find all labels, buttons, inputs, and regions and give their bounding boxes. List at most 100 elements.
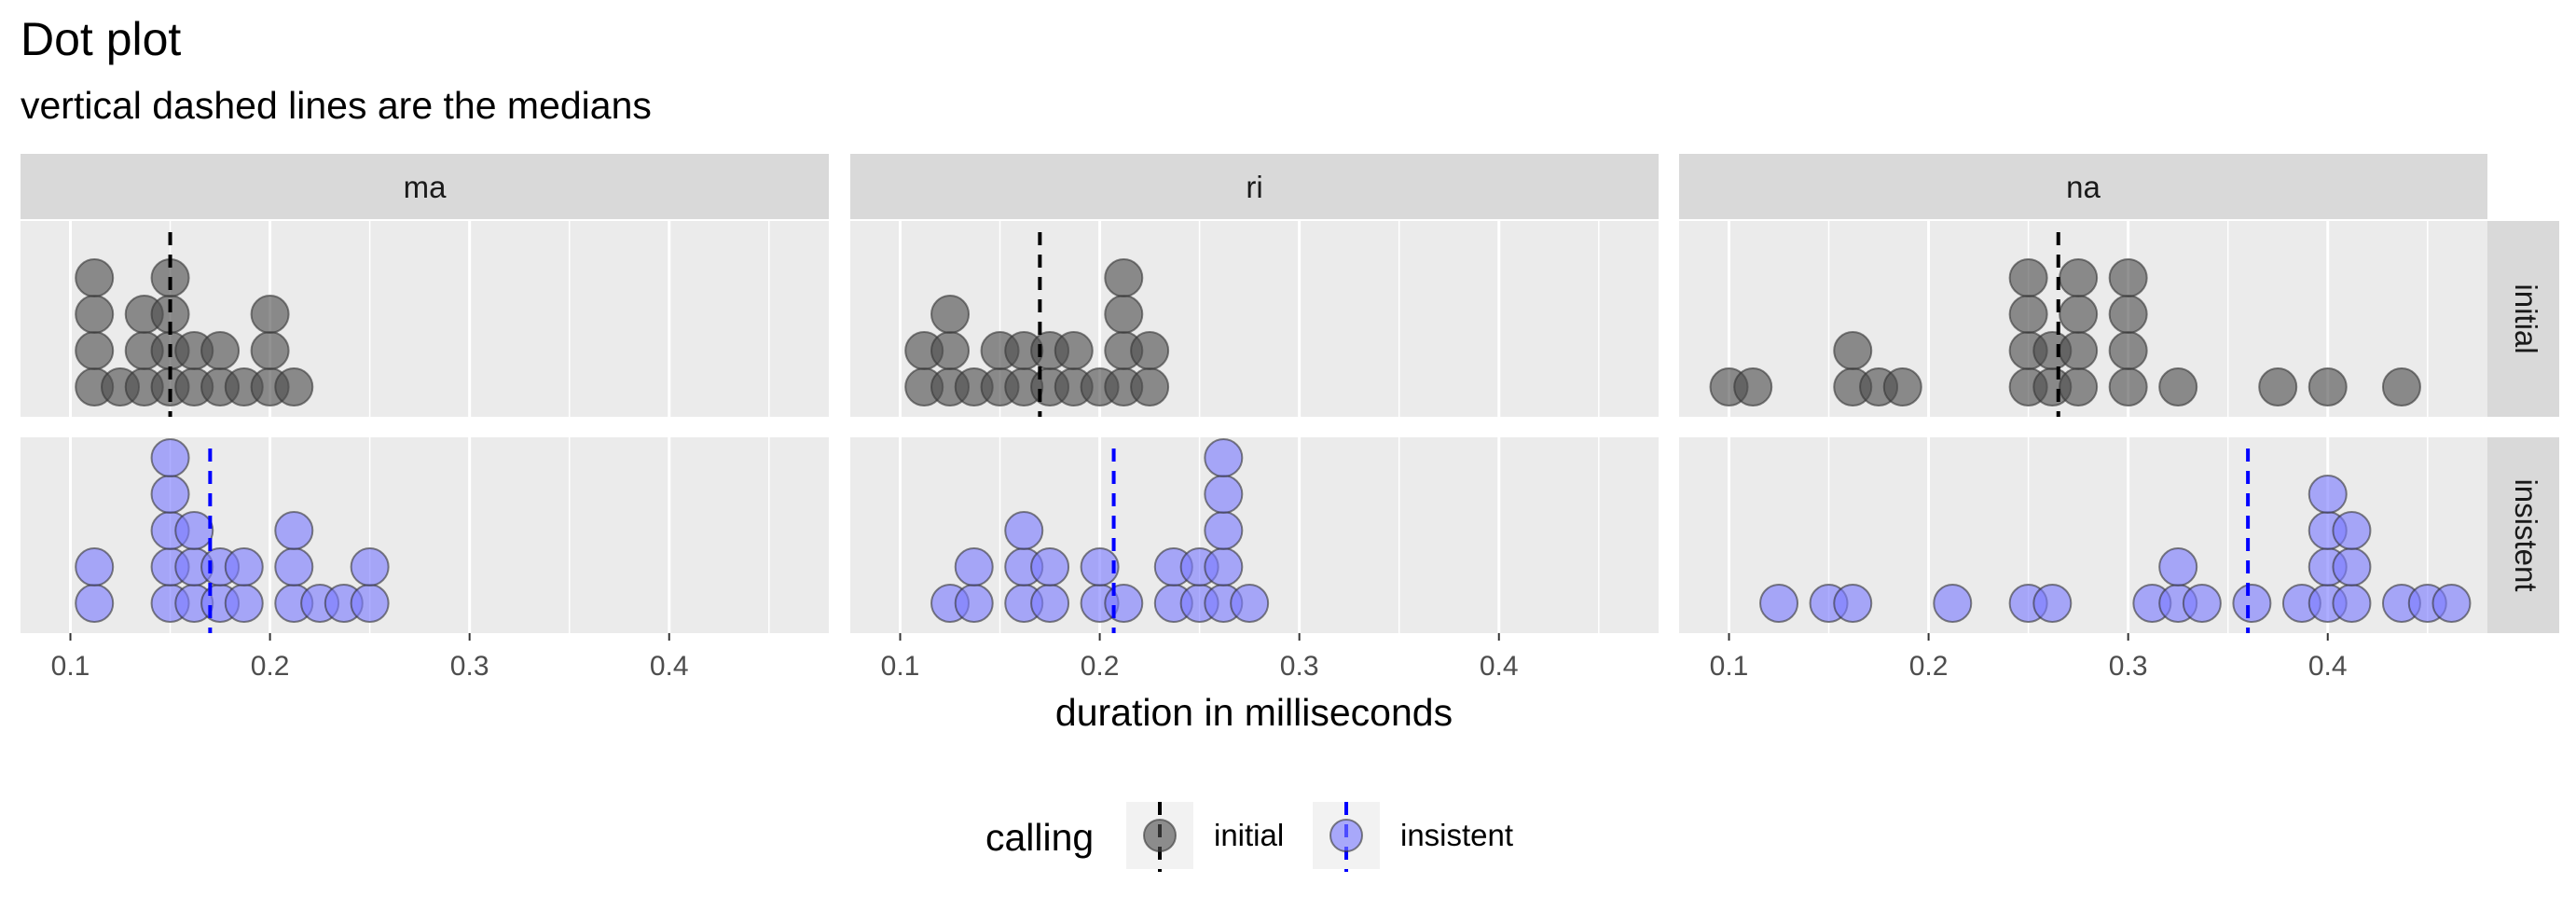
dot-point	[2032, 584, 2073, 623]
dot-point	[1030, 547, 1070, 587]
facet-strip-ma	[21, 154, 829, 219]
dot-point	[2232, 584, 2272, 623]
legend-key-dot	[1143, 819, 1177, 852]
dot-point	[1833, 331, 1873, 370]
row-strip-insistent	[2487, 437, 2559, 633]
panel-ri-insistent	[850, 437, 1659, 633]
x-tick-label: 0.2	[1081, 651, 1120, 682]
legend-keys	[1126, 802, 1380, 872]
x-tick-label: 0.2	[251, 651, 290, 682]
dot-point	[2108, 331, 2148, 370]
legend-key-insistent	[1313, 802, 1380, 872]
dot-point	[1104, 295, 1144, 334]
dot-point	[930, 295, 971, 334]
dot-point	[250, 331, 290, 370]
dot-point	[150, 438, 190, 477]
dot-point	[2108, 258, 2148, 297]
dot-point	[224, 584, 264, 623]
dot-point	[75, 258, 115, 297]
dot-point	[1759, 584, 1799, 623]
dot-point	[2108, 367, 2148, 407]
facet-strip-label-ma: ma	[404, 170, 447, 204]
dot-point	[2059, 331, 2099, 370]
row-strip-label-initial: initial	[2509, 283, 2543, 353]
x-tick-label: 0.3	[1280, 651, 1319, 682]
dot-point	[2158, 547, 2198, 587]
dot-point	[2059, 295, 2099, 334]
dot-point	[1130, 331, 1170, 370]
dot-point	[1004, 511, 1044, 550]
x-axis-title: duration in milliseconds	[1055, 691, 1453, 734]
x-tick-label: 0.3	[2109, 651, 2148, 682]
dot-point	[274, 511, 314, 550]
panel-na-initial	[1679, 221, 2487, 417]
legend-key-dot	[1329, 819, 1363, 852]
dot-point	[2258, 367, 2298, 407]
dot-point	[174, 511, 214, 550]
facet-strip-na	[1679, 154, 2487, 219]
dot-point	[2182, 584, 2222, 623]
dot-point	[1833, 584, 1873, 623]
legend-label-initial: initial	[1214, 818, 1284, 852]
dot-point	[2059, 258, 2099, 297]
x-tick-label: 0.4	[650, 651, 689, 682]
dot-point	[250, 295, 290, 334]
chart-subtitle: vertical dashed lines are the medians	[21, 84, 652, 127]
x-tick-label: 0.3	[450, 651, 489, 682]
dot-point	[2059, 367, 2099, 407]
dot-point	[1080, 547, 1120, 587]
dot-point	[2431, 584, 2472, 623]
dot-point	[350, 584, 390, 623]
dot-point	[1230, 584, 1270, 623]
dot-point	[274, 547, 314, 587]
dot-point	[350, 547, 390, 587]
dot-point	[2158, 367, 2198, 407]
x-tick-label: 0.4	[2308, 651, 2348, 682]
x-tick-label: 0.1	[1710, 651, 1749, 682]
dot-point	[2332, 584, 2372, 623]
panel-na-insistent	[1679, 437, 2487, 633]
panel-background	[21, 437, 829, 633]
dot-point	[75, 331, 115, 370]
dot-point	[2008, 258, 2048, 297]
dot-point	[1054, 331, 1094, 370]
panel-ma-initial	[21, 221, 829, 417]
x-tick-label: 0.4	[1480, 651, 1519, 682]
dot-point	[1204, 547, 1244, 587]
dot-point	[1130, 367, 1170, 407]
legend: calling initial insistent	[985, 802, 1513, 872]
dot-point	[1104, 258, 1144, 297]
panel-ma-insistent	[21, 437, 829, 633]
dot-point	[2381, 367, 2421, 407]
dot-point	[224, 547, 264, 587]
row-strip-label-insistent: insistent	[2509, 478, 2543, 591]
dot-point	[930, 331, 971, 370]
facet-strip-label-na: na	[2066, 170, 2101, 204]
dot-point	[1882, 367, 1922, 407]
dot-point	[1204, 438, 1244, 477]
facet-strip-ri	[850, 154, 1659, 219]
dot-point	[2108, 295, 2148, 334]
x-tick-label: 0.2	[1909, 651, 1949, 682]
dot-point	[75, 547, 115, 587]
facet-strip-label-ri: ri	[1246, 170, 1262, 204]
dot-point	[200, 331, 241, 370]
legend-title: calling	[985, 816, 1094, 859]
dot-point	[2332, 547, 2372, 587]
legend-label-insistent: insistent	[1400, 818, 1513, 852]
dot-point	[1030, 584, 1070, 623]
dot-point	[75, 295, 115, 334]
dot-point	[1204, 511, 1244, 550]
dot-point	[1733, 367, 1773, 407]
legend-key-initial	[1126, 802, 1193, 872]
dot-point	[2307, 367, 2348, 407]
dot-point	[954, 547, 994, 587]
x-tick-label: 0.1	[881, 651, 920, 682]
dot-point	[1204, 475, 1244, 514]
dot-point	[2332, 511, 2372, 550]
dot-point	[954, 584, 994, 623]
dot-point	[1104, 584, 1144, 623]
facet-panels: ma ri na initial insistent 0.1 0.2 0.3 0.4 0.1 0.2…	[21, 154, 2559, 682]
x-tick-label: 0.1	[51, 651, 90, 682]
